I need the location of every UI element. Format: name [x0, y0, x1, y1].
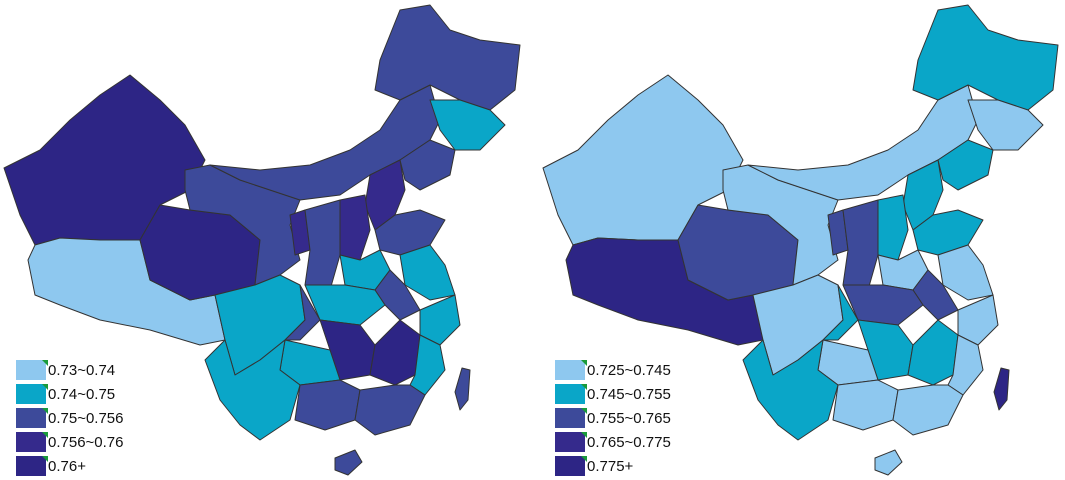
region-shaanxi — [304, 199, 341, 291]
map-right: 0.725~0.745 0.745~0.755 0.755~0.765 0.76… — [533, 0, 1065, 480]
legend-item: 0.756~0.76 — [16, 430, 124, 454]
legend-swatch — [16, 408, 48, 428]
region-shandong — [374, 209, 446, 256]
region-chongqing — [284, 284, 321, 341]
legend-item: 0.775+ — [555, 454, 671, 478]
legend-right: 0.725~0.745 0.745~0.755 0.755~0.765 0.76… — [555, 358, 671, 478]
region-heilongjiang — [374, 4, 521, 111]
region-zhejiang — [419, 294, 461, 346]
legend-label: 0.775+ — [587, 457, 634, 475]
region-shanxi — [339, 194, 371, 261]
legend-label: 0.745~0.755 — [587, 385, 671, 403]
region-guangdong — [354, 384, 426, 436]
region-jiangxi — [369, 319, 421, 386]
region-yunnan — [204, 339, 301, 441]
region-jilin — [429, 99, 506, 151]
legend-left: 0.73~0.74 0.74~0.75 0.75~0.756 0.756~0.7… — [16, 358, 124, 478]
legend-swatch — [555, 408, 587, 428]
legend-label: 0.73~0.74 — [48, 361, 116, 379]
region-hainan — [874, 449, 903, 476]
region-shaanxi — [842, 199, 879, 291]
legend-label: 0.756~0.76 — [48, 433, 124, 451]
legend-item: 0.745~0.755 — [555, 382, 671, 406]
region-inner-mongolia — [209, 84, 441, 201]
legend-item: 0.765~0.775 — [555, 430, 671, 454]
legend-item: 0.75~0.756 — [16, 406, 124, 430]
legend-swatch — [16, 360, 48, 380]
legend-item: 0.725~0.745 — [555, 358, 671, 382]
region-jilin — [967, 99, 1044, 151]
legend-swatch — [555, 456, 587, 476]
legend-swatch — [16, 384, 48, 404]
region-inner-mongolia — [747, 84, 979, 201]
region-guangxi — [832, 379, 899, 431]
legend-label: 0.76+ — [48, 457, 86, 475]
region-shandong — [912, 209, 984, 256]
legend-item: 0.73~0.74 — [16, 358, 124, 382]
legend-item: 0.76+ — [16, 454, 124, 478]
legend-swatch — [16, 432, 48, 452]
legend-label: 0.755~0.765 — [587, 409, 671, 427]
region-liaoning — [937, 139, 994, 191]
legend-label: 0.725~0.745 — [587, 361, 671, 379]
map-left-svg — [3, 4, 521, 476]
legend-item: 0.755~0.765 — [555, 406, 671, 430]
legend-swatch — [555, 432, 587, 452]
legend-swatch — [555, 360, 587, 380]
region-zhejiang — [957, 294, 999, 346]
legend-swatch — [16, 456, 48, 476]
map-left: 0.73~0.74 0.74~0.75 0.75~0.756 0.756~0.7… — [0, 0, 532, 480]
region-guangxi — [294, 379, 361, 431]
region-guangdong — [892, 384, 964, 436]
region-jiangxi — [907, 319, 959, 386]
region-hainan — [334, 449, 363, 476]
region-shanxi — [877, 194, 909, 261]
map-right-svg — [542, 4, 1059, 476]
legend-label: 0.74~0.75 — [48, 385, 116, 403]
region-taiwan — [993, 367, 1010, 411]
legend-label: 0.75~0.756 — [48, 409, 124, 427]
region-chongqing — [822, 284, 859, 341]
region-yunnan — [742, 339, 839, 441]
legend-label: 0.765~0.775 — [587, 433, 671, 451]
legend-swatch — [555, 384, 587, 404]
region-liaoning — [399, 139, 456, 191]
legend-item: 0.74~0.75 — [16, 382, 124, 406]
region-heilongjiang — [912, 4, 1059, 111]
region-taiwan — [454, 367, 471, 411]
